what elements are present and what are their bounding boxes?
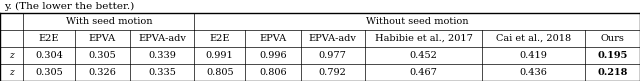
Text: Ours: Ours: [600, 34, 624, 43]
Text: Habibie et al., 2017: Habibie et al., 2017: [374, 34, 472, 43]
Text: 0.304: 0.304: [35, 51, 63, 60]
Text: 0.305: 0.305: [88, 51, 116, 60]
Text: 0.326: 0.326: [88, 68, 116, 77]
Text: 0.996: 0.996: [259, 51, 287, 60]
Text: 0.806: 0.806: [259, 68, 287, 77]
Text: 0.467: 0.467: [410, 68, 437, 77]
Text: EPVA: EPVA: [89, 34, 116, 43]
Text: 0.436: 0.436: [520, 68, 547, 77]
Text: 0.339: 0.339: [148, 51, 176, 60]
Text: 0.419: 0.419: [520, 51, 547, 60]
Text: 0.805: 0.805: [206, 68, 234, 77]
Text: E2E: E2E: [209, 34, 230, 43]
Text: 0.195: 0.195: [597, 51, 627, 60]
Text: 0.991: 0.991: [206, 51, 234, 60]
Text: 0.977: 0.977: [319, 51, 347, 60]
Text: EPVA: EPVA: [259, 34, 287, 43]
Text: y. (The lower the better.): y. (The lower the better.): [4, 2, 134, 11]
Text: 0.335: 0.335: [148, 68, 176, 77]
Text: With seed motion: With seed motion: [65, 17, 152, 26]
Text: Cai et al., 2018: Cai et al., 2018: [496, 34, 571, 43]
Text: z: z: [10, 51, 14, 60]
Text: Without seed motion: Without seed motion: [366, 17, 468, 26]
Text: 0.792: 0.792: [319, 68, 347, 77]
Text: z: z: [10, 68, 14, 77]
Text: 0.218: 0.218: [597, 68, 627, 77]
Text: E2E: E2E: [39, 34, 60, 43]
Text: EPVA-adv: EPVA-adv: [138, 34, 186, 43]
Text: 0.305: 0.305: [35, 68, 63, 77]
Text: 0.452: 0.452: [410, 51, 437, 60]
Text: EPVA-adv: EPVA-adv: [309, 34, 356, 43]
